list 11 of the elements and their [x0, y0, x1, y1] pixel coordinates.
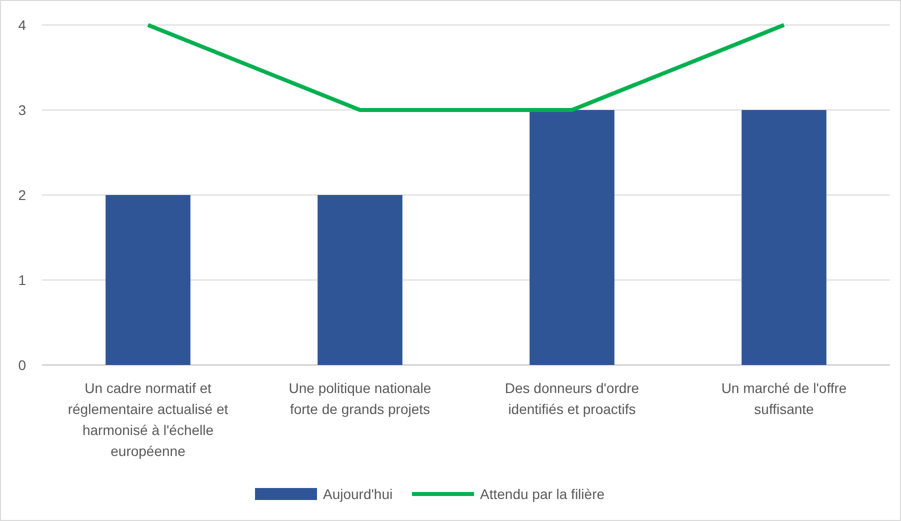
y-tick-label: 2	[18, 186, 26, 203]
y-tick-label: 1	[18, 272, 26, 288]
y-tick-label: 3	[18, 102, 26, 118]
legend-label: Aujourd'hui	[323, 486, 393, 502]
x-tick-label: Un marché de l'offre suffisante	[721, 380, 847, 417]
x-tick-label: Une politique nationale forte de grands projets	[288, 380, 432, 417]
x-tick-label: Un cadre normatif et réglementaire actualisé et harmonisé à l'échelle européenne	[68, 380, 228, 459]
y-tick-label: 4	[18, 16, 26, 33]
y-tick-label: 0	[18, 356, 26, 373]
legend-label: Attendu par la filière	[480, 486, 605, 502]
x-tick-label: Des donneurs d'ordre identifiés et proactifs	[504, 380, 640, 417]
